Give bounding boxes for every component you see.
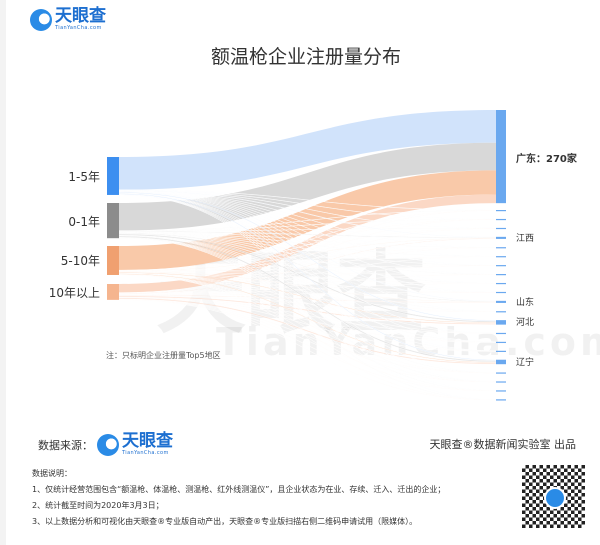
target-label: 辽宁 [516, 357, 535, 368]
source-node[interactable] [107, 203, 119, 239]
sankey-link [118, 297, 497, 365]
source-node[interactable] [107, 246, 119, 275]
target-node[interactable] [496, 274, 506, 276]
source-label: 1-5年 [68, 169, 100, 184]
target-node[interactable] [496, 359, 506, 365]
data-source: 数据来源： 天眼查 TianYanCha.com [38, 433, 173, 457]
target-node[interactable] [496, 320, 506, 325]
sankey-link [118, 297, 497, 352]
explain-line: 3、以上数据分析和可视化由天眼查®专业版自动产出，天眼查®专业版扫描右侧二维码申… [32, 517, 418, 526]
brand-domain: TianYanCha.com [55, 25, 102, 31]
brand-domain: TianYanCha.com [122, 450, 169, 456]
target-node[interactable] [496, 247, 506, 249]
target-node[interactable] [496, 300, 506, 303]
brand-name: 天眼查 [122, 431, 173, 451]
sankey-link [119, 194, 496, 293]
target-label: 河北 [516, 318, 535, 329]
target-node[interactable] [496, 236, 506, 239]
target-node[interactable] [496, 341, 506, 344]
target-node[interactable] [496, 311, 506, 313]
source-label: 10年以上 [48, 285, 100, 300]
explain-title: 数据说明： [32, 469, 72, 478]
qr-logo-icon [544, 487, 566, 509]
sankey-link [119, 110, 496, 190]
target-node[interactable] [496, 372, 506, 374]
source-node[interactable] [107, 284, 119, 300]
target-node[interactable] [496, 227, 506, 230]
brand-logo: 天眼查 TianYanCha.com [30, 8, 106, 31]
target-node[interactable] [496, 399, 506, 401]
target-node[interactable] [496, 282, 506, 285]
target-label: 广东：270家 [516, 153, 577, 165]
target-node[interactable] [496, 265, 506, 267]
target-node[interactable] [496, 350, 506, 352]
target-node[interactable] [496, 390, 506, 392]
target-node[interactable] [496, 332, 506, 335]
tianyancha-logo-icon [97, 433, 119, 456]
qr-code[interactable] [520, 463, 587, 530]
source-label: 5-10年 [60, 254, 100, 269]
target-node[interactable] [496, 110, 506, 204]
source-label: 数据来源： [38, 438, 93, 452]
target-node[interactable] [496, 210, 506, 212]
chart-title: 额温枪企业注册量分布 [210, 46, 401, 68]
chart-note: 注：只标明企业注册量Top5地区 [106, 351, 221, 360]
brand-name: 天眼查 [55, 6, 106, 26]
data-explanation: 数据说明： 1、仅统计经营范围包含“额温枪、体温枪、测温枪、红外线测温仪”，且企… [32, 466, 445, 530]
source-node[interactable] [107, 157, 119, 195]
source-label: 0-1年 [68, 214, 100, 229]
watermark-en: TianYanCha.com [216, 320, 600, 364]
source-logo: 天眼查 TianYanCha.com [97, 433, 173, 456]
sankey-link [118, 297, 497, 343]
target-node[interactable] [496, 291, 506, 294]
credit-text: 天眼查®数据新闻实验室 出品 [429, 438, 577, 451]
tianyancha-logo-icon [30, 8, 52, 31]
target-node[interactable] [496, 256, 506, 258]
target-label: 江西 [516, 233, 535, 244]
explain-line: 1、仅统计经营范围包含“额温枪、体温枪、测温枪、红外线测温仪”，且企业状态为在业… [32, 485, 446, 494]
target-label: 山东 [516, 297, 535, 308]
target-node[interactable] [496, 218, 506, 221]
target-node[interactable] [496, 381, 506, 383]
sankey-chart [107, 110, 506, 401]
sankey-link [118, 295, 497, 325]
sankey-link [119, 142, 496, 231]
explain-line: 2、统计截至时间为2020年3月3日； [32, 501, 164, 510]
